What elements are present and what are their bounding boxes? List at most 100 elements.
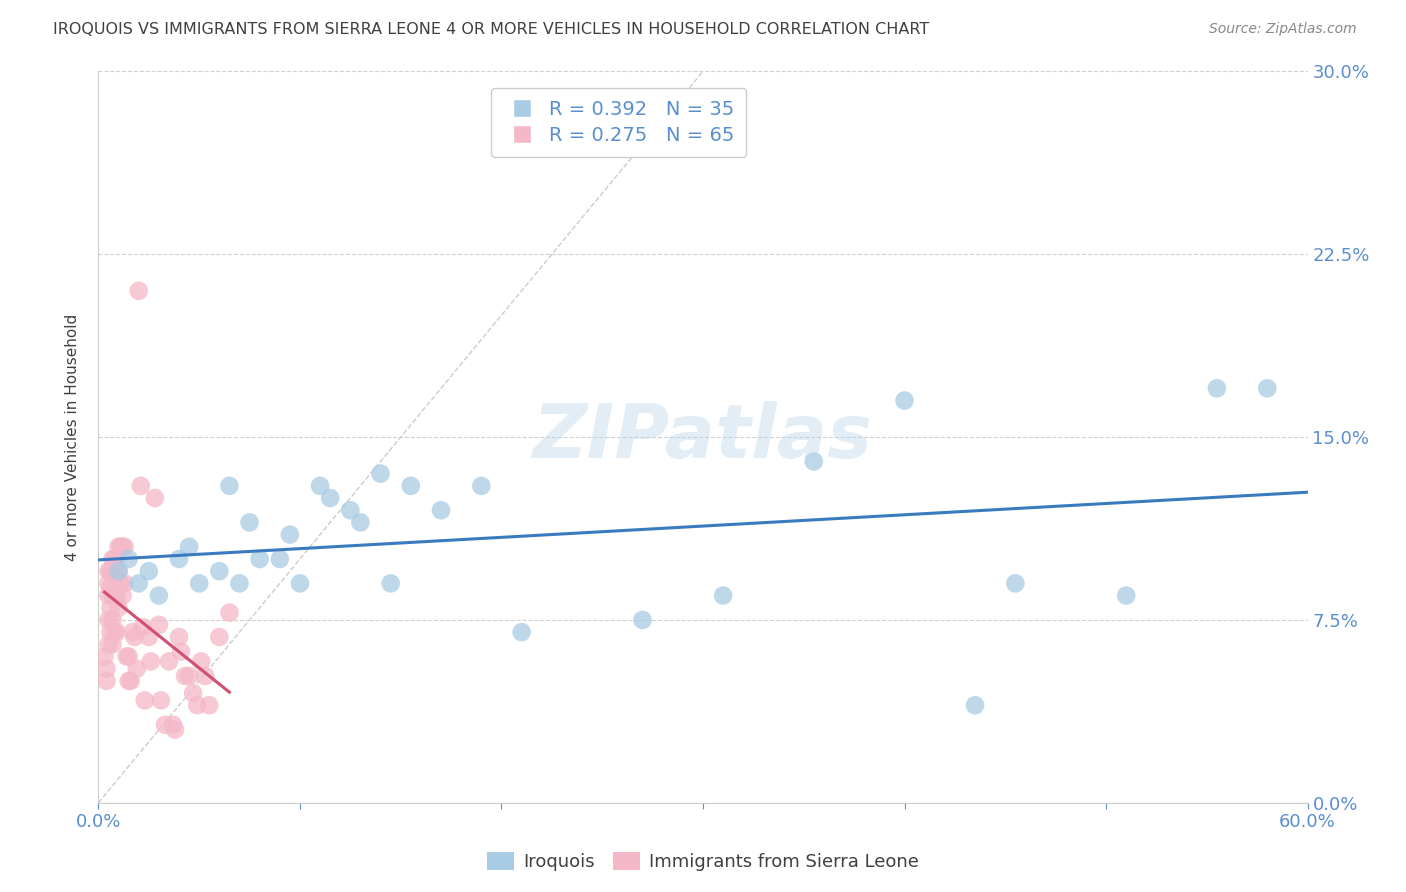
Point — [132, 620, 155, 634]
Point — [218, 479, 240, 493]
Point — [510, 625, 533, 640]
Point — [100, 581, 122, 595]
Point — [149, 693, 172, 707]
Point — [121, 625, 143, 640]
Text: ZIPatlas: ZIPatlas — [533, 401, 873, 474]
Point — [208, 564, 231, 578]
Point — [138, 630, 160, 644]
Point — [288, 576, 311, 591]
Point — [105, 589, 128, 603]
Point — [1256, 381, 1278, 395]
Point — [309, 479, 332, 493]
Point — [128, 576, 150, 591]
Point — [170, 645, 193, 659]
Legend: R = 0.392   N = 35, R = 0.275   N = 65: R = 0.392 N = 35, R = 0.275 N = 65 — [491, 88, 747, 156]
Point — [125, 662, 148, 676]
Point — [188, 576, 211, 591]
Point — [218, 606, 240, 620]
Point — [1115, 589, 1137, 603]
Point — [198, 698, 221, 713]
Point — [1206, 381, 1229, 395]
Point — [101, 613, 124, 627]
Point — [143, 491, 166, 505]
Point — [157, 654, 180, 668]
Point — [103, 552, 125, 566]
Point — [1004, 576, 1026, 591]
Point — [114, 540, 136, 554]
Point — [399, 479, 422, 493]
Point — [111, 540, 134, 554]
Point — [105, 625, 128, 640]
Point — [97, 576, 120, 591]
Point — [349, 516, 371, 530]
Point — [101, 637, 124, 651]
Point — [96, 662, 118, 676]
Point — [128, 284, 150, 298]
Point — [124, 630, 146, 644]
Point — [118, 552, 141, 566]
Point — [148, 589, 170, 603]
Point — [138, 564, 160, 578]
Point — [711, 589, 734, 603]
Point — [96, 673, 118, 688]
Point — [965, 698, 987, 713]
Point — [93, 649, 115, 664]
Point — [129, 479, 152, 493]
Point — [179, 669, 201, 683]
Point — [100, 625, 122, 640]
Point — [115, 649, 138, 664]
Point — [162, 718, 184, 732]
Point — [380, 576, 402, 591]
Point — [153, 718, 176, 732]
Point — [97, 589, 120, 603]
Point — [186, 698, 208, 713]
Point — [631, 613, 654, 627]
Point — [103, 625, 125, 640]
Point — [134, 693, 156, 707]
Point — [97, 613, 120, 627]
Point — [101, 552, 124, 566]
Point — [179, 540, 201, 554]
Text: IROQUOIS VS IMMIGRANTS FROM SIERRA LEONE 4 OR MORE VEHICLES IN HOUSEHOLD CORRELA: IROQUOIS VS IMMIGRANTS FROM SIERRA LEONE… — [53, 22, 929, 37]
Point — [163, 723, 186, 737]
Point — [107, 540, 129, 554]
Point — [110, 576, 132, 591]
Y-axis label: 4 or more Vehicles in Household: 4 or more Vehicles in Household — [65, 313, 80, 561]
Point — [101, 589, 124, 603]
Point — [107, 600, 129, 615]
Point — [103, 564, 125, 578]
Point — [110, 540, 132, 554]
Point — [105, 564, 128, 578]
Point — [118, 673, 141, 688]
Point — [103, 589, 125, 603]
Point — [100, 600, 122, 615]
Point — [167, 552, 190, 566]
Point — [174, 669, 197, 683]
Point — [190, 654, 212, 668]
Point — [101, 564, 124, 578]
Legend: Iroquois, Immigrants from Sierra Leone: Iroquois, Immigrants from Sierra Leone — [479, 845, 927, 879]
Point — [470, 479, 492, 493]
Point — [120, 673, 142, 688]
Point — [114, 576, 136, 591]
Text: Source: ZipAtlas.com: Source: ZipAtlas.com — [1209, 22, 1357, 37]
Point — [803, 454, 825, 468]
Point — [100, 564, 122, 578]
Point — [148, 617, 170, 632]
Point — [339, 503, 361, 517]
Point — [97, 564, 120, 578]
Point — [208, 630, 231, 644]
Point — [118, 649, 141, 664]
Point — [430, 503, 453, 517]
Point — [111, 589, 134, 603]
Point — [107, 564, 129, 578]
Point — [239, 516, 262, 530]
Point — [319, 491, 342, 505]
Point — [105, 552, 128, 566]
Point — [249, 552, 271, 566]
Point — [181, 686, 204, 700]
Point — [107, 564, 129, 578]
Point — [228, 576, 250, 591]
Point — [269, 552, 291, 566]
Point — [893, 393, 915, 408]
